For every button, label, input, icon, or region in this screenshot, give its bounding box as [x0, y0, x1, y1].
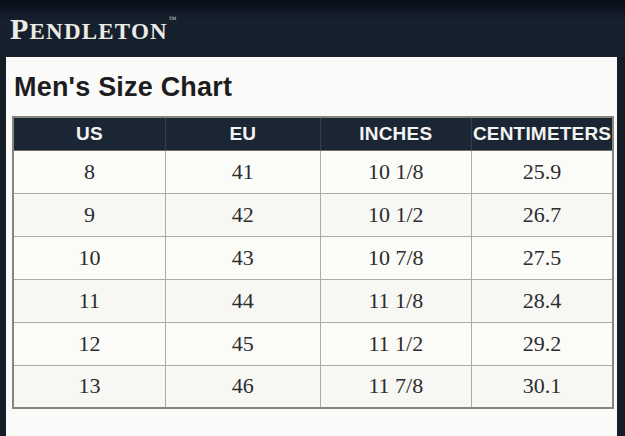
- cell-us: 8: [13, 150, 165, 193]
- cell-centimeters: 26.7: [471, 193, 613, 236]
- cell-eu: 44: [165, 279, 320, 322]
- cell-eu: 41: [165, 150, 320, 193]
- table-row: 12 45 11 1/2 29.2: [13, 322, 613, 365]
- cell-centimeters: 28.4: [471, 279, 613, 322]
- column-header-us: US: [13, 117, 165, 150]
- cell-eu: 46: [165, 365, 320, 408]
- column-header-centimeters: CENTIMETERS: [471, 117, 613, 150]
- table-row: 13 46 11 7/8 30.1: [13, 365, 613, 408]
- top-navigation-bar: P ENDLETON ™: [0, 0, 625, 57]
- cell-eu: 45: [165, 322, 320, 365]
- cell-inches: 11 7/8: [320, 365, 471, 408]
- cell-eu: 43: [165, 236, 320, 279]
- size-chart-table: US EU INCHES CENTIMETERS 8 41 10 1/8 25.…: [12, 116, 614, 409]
- logo-text: ENDLETON: [30, 20, 168, 43]
- table-row: 9 42 10 1/2 26.7: [13, 193, 613, 236]
- trademark-symbol: ™: [169, 16, 178, 24]
- cell-centimeters: 27.5: [471, 236, 613, 279]
- cell-inches: 10 1/8: [320, 150, 471, 193]
- cell-inches: 11 1/2: [320, 322, 471, 365]
- logo-initial: P: [10, 14, 30, 44]
- cell-centimeters: 25.9: [471, 150, 613, 193]
- cell-centimeters: 29.2: [471, 322, 613, 365]
- pendleton-logo[interactable]: P ENDLETON ™: [10, 14, 178, 44]
- column-header-inches: INCHES: [320, 117, 471, 150]
- cell-us: 9: [13, 193, 165, 236]
- table-row: 11 44 11 1/8 28.4: [13, 279, 613, 322]
- table-row: 10 43 10 7/8 27.5: [13, 236, 613, 279]
- cell-eu: 42: [165, 193, 320, 236]
- cell-centimeters: 30.1: [471, 365, 613, 408]
- size-chart-card: Men's Size Chart US EU INCHES CENTIMETER…: [6, 57, 617, 436]
- cell-us: 13: [13, 365, 165, 408]
- table-row: 8 41 10 1/8 25.9: [13, 150, 613, 193]
- cell-inches: 10 7/8: [320, 236, 471, 279]
- column-header-eu: EU: [165, 117, 320, 150]
- cell-inches: 11 1/8: [320, 279, 471, 322]
- cell-us: 12: [13, 322, 165, 365]
- cell-us: 11: [13, 279, 165, 322]
- page-title: Men's Size Chart: [14, 70, 617, 104]
- table-header-row: US EU INCHES CENTIMETERS: [13, 117, 613, 150]
- size-chart-page: P ENDLETON ™ Men's Size Chart US EU INCH…: [0, 0, 625, 436]
- cell-inches: 10 1/2: [320, 193, 471, 236]
- cell-us: 10: [13, 236, 165, 279]
